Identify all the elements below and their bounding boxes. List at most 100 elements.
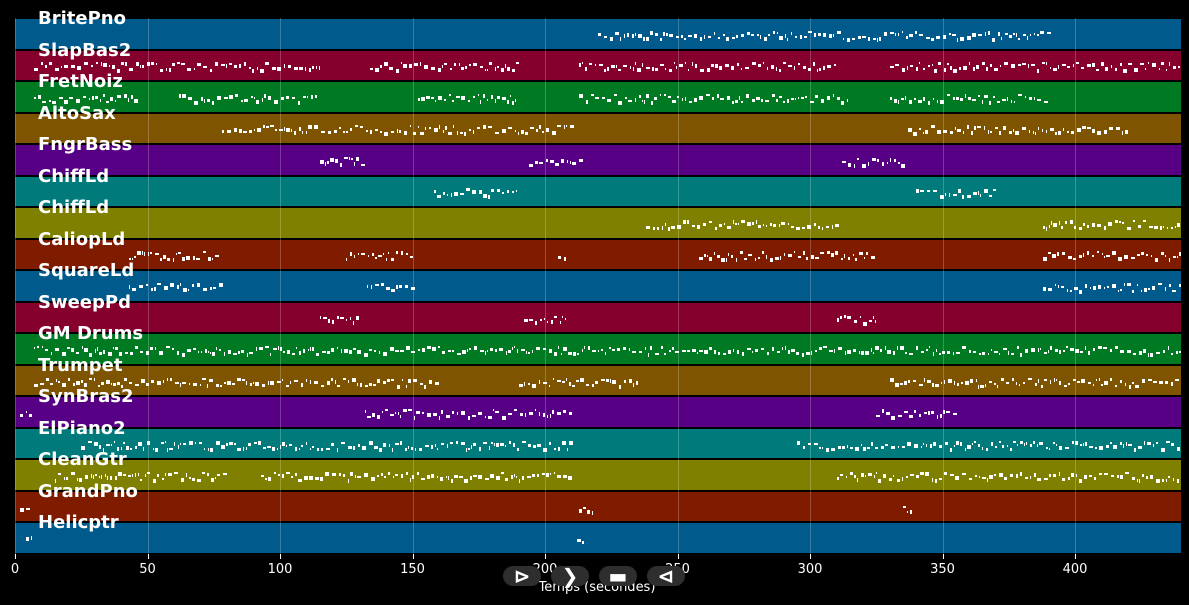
track-row[interactable] xyxy=(15,302,1181,333)
note-mark xyxy=(1088,445,1093,448)
note-mark xyxy=(810,351,812,356)
note-mark xyxy=(1036,98,1041,101)
note-mark xyxy=(168,68,171,73)
note-mark xyxy=(952,33,956,36)
note-mark xyxy=(1112,251,1117,256)
note-mark xyxy=(61,352,66,357)
note-mark xyxy=(513,409,517,412)
note-mark xyxy=(511,191,514,194)
note-mark xyxy=(1085,283,1088,288)
note-mark xyxy=(579,158,584,162)
note-mark xyxy=(931,125,936,129)
note-mark xyxy=(1063,128,1065,132)
note-mark xyxy=(1047,350,1049,354)
note-mark xyxy=(1133,219,1136,222)
note-mark xyxy=(664,222,666,226)
forward-button[interactable]: ❯ xyxy=(551,564,589,588)
note-mark xyxy=(821,446,823,449)
track-row[interactable] xyxy=(15,19,1181,49)
note-mark xyxy=(541,131,544,134)
note-mark xyxy=(373,350,376,353)
note-mark xyxy=(637,68,642,73)
note-mark xyxy=(918,62,920,65)
track-row[interactable] xyxy=(15,176,1181,207)
grid-line xyxy=(280,18,281,554)
track-row[interactable] xyxy=(15,334,1181,364)
note-mark xyxy=(1116,475,1119,479)
note-mark xyxy=(58,96,63,99)
play-button[interactable]: ⊳ xyxy=(503,564,541,588)
note-mark xyxy=(672,99,677,103)
note-mark xyxy=(289,443,293,446)
note-mark xyxy=(822,346,827,349)
note-mark xyxy=(847,257,850,261)
note-mark xyxy=(795,97,797,100)
note-mark xyxy=(890,445,895,449)
note-mark xyxy=(37,94,41,99)
note-mark xyxy=(65,477,68,481)
note-mark xyxy=(966,444,971,449)
note-mark xyxy=(1093,477,1096,481)
note-mark xyxy=(286,444,288,447)
note-mark xyxy=(1097,346,1102,350)
note-mark xyxy=(1030,33,1031,36)
track-row[interactable] xyxy=(15,460,1181,490)
note-mark xyxy=(111,65,115,70)
note-mark xyxy=(936,99,938,103)
note-mark xyxy=(1055,378,1057,381)
note-mark xyxy=(538,379,540,384)
note-mark xyxy=(506,99,509,104)
note-mark xyxy=(1138,224,1142,228)
note-mark xyxy=(127,97,129,102)
note-mark xyxy=(558,446,561,451)
note-mark xyxy=(178,444,180,449)
track-row[interactable] xyxy=(15,145,1181,175)
track-row[interactable] xyxy=(15,491,1181,522)
note-mark xyxy=(871,157,876,161)
note-mark xyxy=(520,349,525,352)
stop-button[interactable]: ▬ xyxy=(599,564,637,588)
note-mark xyxy=(420,62,422,67)
track-row[interactable] xyxy=(15,428,1181,459)
note-mark xyxy=(904,411,909,414)
note-mark xyxy=(280,444,282,449)
back-button[interactable]: ⊲ xyxy=(647,564,685,588)
track-row[interactable] xyxy=(15,239,1181,270)
track-row[interactable] xyxy=(15,50,1181,81)
track-row[interactable] xyxy=(15,271,1181,301)
note-mark xyxy=(124,62,127,67)
note-mark xyxy=(1141,378,1145,383)
note-mark xyxy=(242,131,247,134)
note-mark xyxy=(415,411,420,415)
note-mark xyxy=(909,65,913,68)
note-mark xyxy=(909,415,914,419)
piano-roll-plot[interactable]: BritePno SlapBas2 FretNoiz AltoSax FngrBass C… xyxy=(15,9,1181,554)
note-mark xyxy=(901,68,905,73)
note-mark xyxy=(745,67,750,70)
track-row[interactable] xyxy=(15,523,1181,553)
note-mark xyxy=(615,31,619,35)
note-mark xyxy=(295,446,298,451)
track-row[interactable] xyxy=(15,82,1181,112)
track-row[interactable] xyxy=(15,208,1181,238)
track-row[interactable] xyxy=(15,365,1181,396)
note-mark xyxy=(75,352,79,355)
note-mark xyxy=(471,190,476,195)
note-mark xyxy=(1079,289,1083,294)
note-mark xyxy=(134,473,136,478)
note-mark xyxy=(377,475,380,478)
note-mark xyxy=(188,382,190,385)
track-row[interactable] xyxy=(15,113,1181,144)
note-mark xyxy=(238,64,241,69)
note-mark xyxy=(169,377,172,381)
track-row[interactable] xyxy=(15,397,1181,427)
note-mark xyxy=(892,475,894,478)
x-tick-label: 400 xyxy=(1062,562,1088,577)
note-mark xyxy=(986,478,988,483)
note-mark xyxy=(592,510,594,515)
note-mark xyxy=(152,479,156,484)
note-mark xyxy=(269,353,271,357)
note-mark xyxy=(900,163,905,168)
note-mark xyxy=(963,131,965,135)
note-mark xyxy=(1076,380,1080,383)
